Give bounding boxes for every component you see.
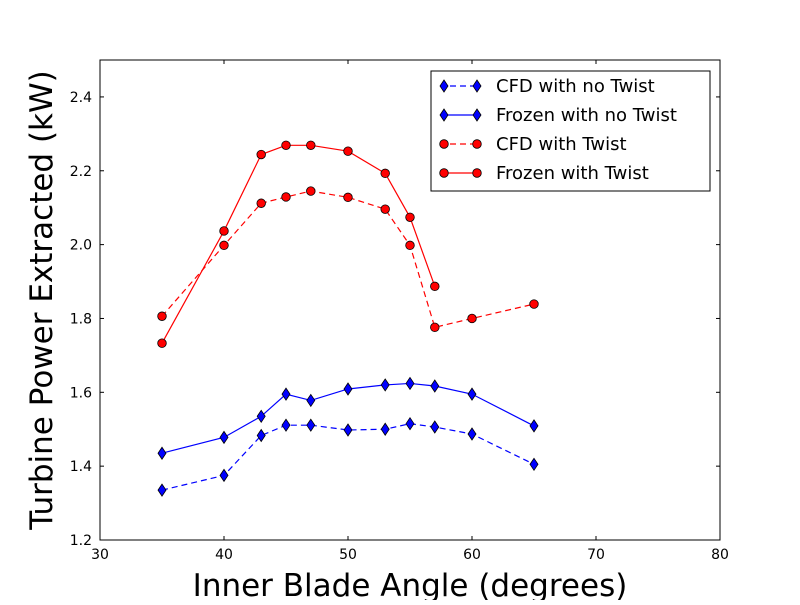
data-point	[405, 416, 415, 431]
series-4	[157, 140, 440, 348]
data-point	[281, 387, 291, 401]
data-point	[405, 212, 415, 222]
series-line	[161, 423, 535, 491]
data-point	[306, 393, 316, 408]
data-point	[306, 140, 316, 150]
x-tick-label: 40	[215, 547, 233, 563]
ticks-layer: 30 40 50 60 70 80 1.2 1.4 1.6 1.8 2.0 2.2 2.4	[70, 60, 729, 563]
legend-marker	[472, 139, 482, 149]
y-tick-label: 2.0	[70, 238, 92, 254]
legend-entry-label: CFD with no Twist	[496, 76, 655, 97]
data-point	[343, 423, 353, 437]
data-point	[380, 378, 390, 392]
legend: CFD with no Twist Frozen with no Twist CFD…	[430, 70, 711, 192]
y-tick-label: 1.2	[70, 533, 92, 549]
data-point	[467, 427, 477, 441]
legend-marker	[472, 108, 482, 122]
legend-marker	[439, 168, 449, 178]
data-point	[256, 409, 266, 424]
y-axis-label: Turbine Power Extracted (kW)	[24, 70, 60, 531]
legend-marker	[439, 139, 449, 149]
data-point	[529, 457, 539, 472]
data-point	[529, 299, 539, 309]
series-line	[161, 144, 436, 344]
data-point	[467, 387, 477, 401]
y-tick-label: 2.4	[70, 90, 92, 106]
data-point	[281, 418, 291, 432]
data-point	[157, 483, 167, 497]
series-line	[161, 190, 535, 329]
data-point	[256, 428, 266, 443]
legend-marker	[472, 168, 482, 178]
legend-entry-label: CFD with Twist	[496, 134, 627, 155]
legend-entry-label: Frozen with Twist	[496, 163, 649, 184]
legend-marker	[472, 79, 482, 93]
data-point	[219, 226, 229, 236]
data-point	[430, 379, 440, 393]
data-point	[306, 418, 316, 432]
data-point	[430, 281, 440, 292]
data-point	[467, 313, 477, 324]
plot-frame	[99, 59, 721, 541]
data-point	[157, 446, 167, 460]
data-point	[380, 422, 390, 436]
data-point	[256, 198, 266, 208]
y-tick-label: 1.6	[70, 385, 92, 401]
y-tick-label: 1.8	[70, 311, 92, 327]
y-tick-label: 2.2	[70, 164, 92, 180]
legend-marker	[439, 79, 449, 93]
x-axis-label: Inner Blade Angle (degrees)	[193, 568, 628, 600]
x-tick-label: 50	[339, 547, 357, 563]
data-point	[430, 322, 440, 333]
data-point	[343, 146, 353, 156]
y-tick-label: 1.4	[70, 459, 92, 475]
data-point	[430, 420, 440, 434]
x-tick-label: 30	[91, 547, 109, 563]
legend-marker	[439, 108, 449, 122]
series-layer	[157, 140, 539, 497]
series-2	[157, 376, 539, 460]
x-tick-label: 70	[587, 547, 605, 563]
data-point	[343, 382, 353, 396]
data-point	[219, 430, 229, 445]
data-point	[281, 192, 291, 202]
data-point	[157, 311, 167, 321]
data-point	[529, 419, 539, 433]
data-point	[219, 240, 229, 251]
data-point	[405, 240, 415, 251]
data-point	[343, 192, 353, 203]
x-tick-label: 60	[463, 547, 481, 563]
data-point	[306, 186, 316, 196]
data-point	[256, 149, 266, 160]
data-point	[380, 168, 390, 179]
data-point	[405, 376, 415, 391]
series-3	[157, 186, 539, 333]
x-tick-label: 80	[711, 547, 729, 563]
series-1	[157, 416, 539, 497]
data-point	[380, 204, 390, 214]
legend-entry-label: Frozen with no Twist	[496, 105, 677, 126]
data-point	[281, 140, 291, 150]
data-point	[157, 338, 167, 348]
data-point	[219, 468, 229, 483]
